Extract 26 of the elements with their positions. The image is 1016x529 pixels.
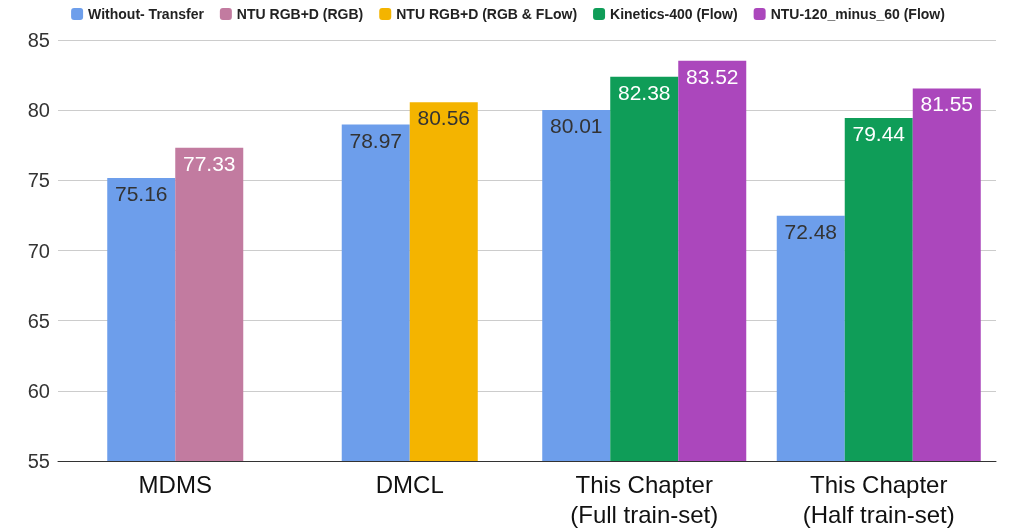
x-tick-label: This Chapter (Half train-set): [802, 470, 955, 528]
y-tick-label: 85: [27, 29, 50, 51]
data-label: 77.33: [182, 151, 236, 175]
data-label: 80.01: [549, 114, 603, 138]
data-label: 83.52: [685, 64, 739, 88]
legend-label: NTU RGB+D (RGB & FLow): [396, 6, 578, 22]
x-tick-label: MDMS: [138, 470, 212, 498]
data-label: 82.38: [617, 80, 671, 104]
legend-label: NTU-120_minus_60 (Flow): [770, 6, 945, 22]
x-tick-label: DMCL: [375, 470, 444, 498]
y-tick-label: 75: [27, 169, 50, 192]
y-tick-label: 55: [27, 450, 50, 472]
legend-label: Without- Transfer: [88, 6, 205, 22]
data-label: 75.16: [114, 182, 168, 206]
legend-label: Kinetics-400 (Flow): [610, 6, 738, 22]
y-tick-label: 60: [27, 379, 50, 402]
data-label: 79.44: [852, 122, 906, 146]
data-label: 81.55: [920, 92, 974, 116]
x-tick-label: This Chapter (Full train-set): [570, 470, 719, 528]
legend-label: NTU RGB+D (RGB): [236, 6, 364, 22]
data-label: 78.97: [349, 128, 403, 152]
data-label: 72.48: [784, 219, 838, 243]
data-label: 80.56: [417, 106, 471, 130]
y-tick-label: 80: [27, 99, 50, 122]
y-tick-label: 70: [27, 239, 50, 262]
y-tick-label: 65: [27, 309, 50, 332]
